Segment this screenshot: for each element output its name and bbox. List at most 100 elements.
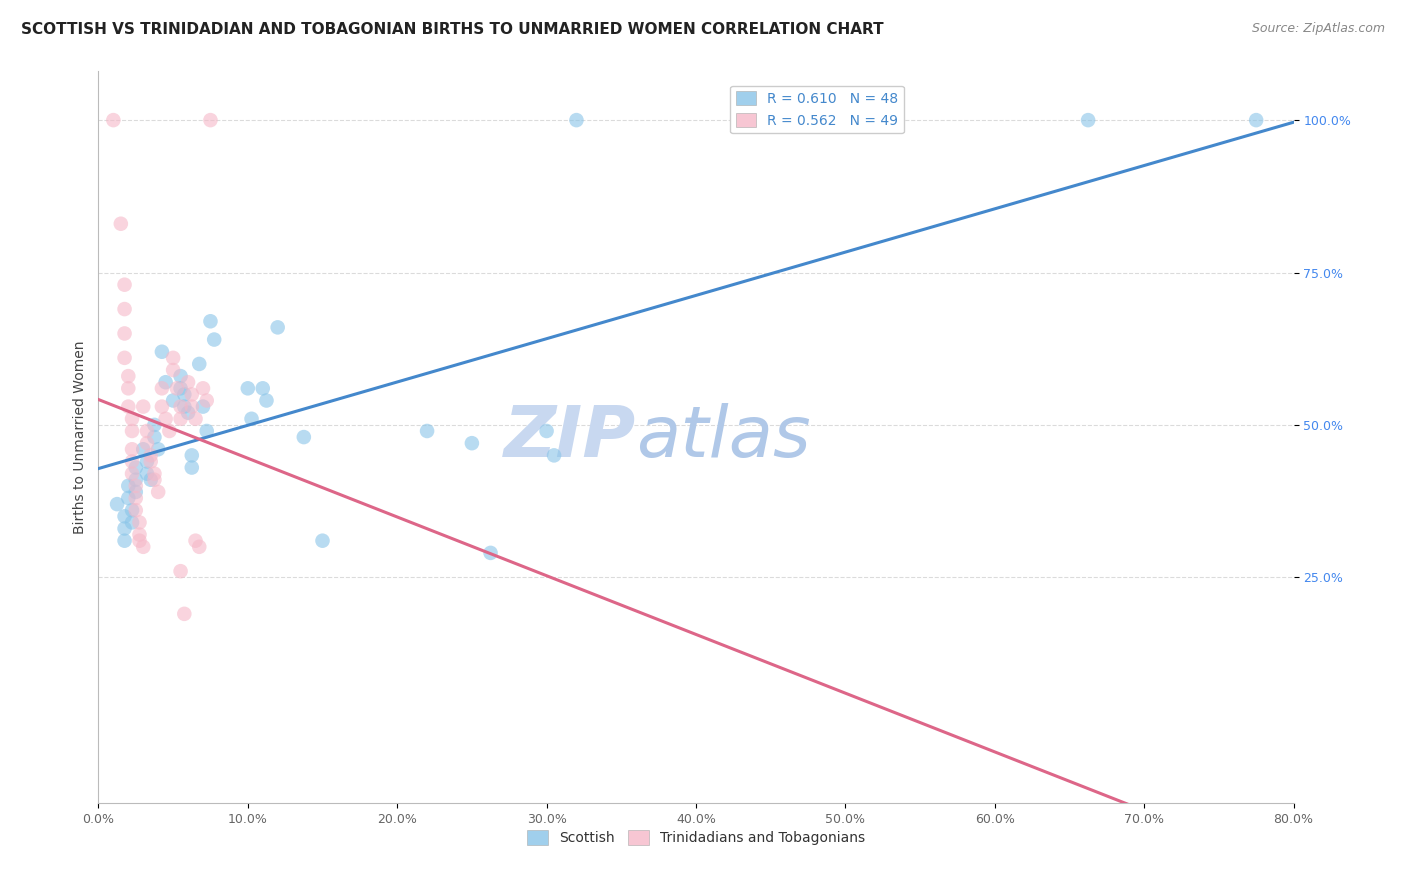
- Text: SCOTTISH VS TRINIDADIAN AND TOBAGONIAN BIRTHS TO UNMARRIED WOMEN CORRELATION CHA: SCOTTISH VS TRINIDADIAN AND TOBAGONIAN B…: [21, 22, 884, 37]
- Point: [166, 381, 188, 395]
- Point: [125, 485, 148, 500]
- Point: [240, 412, 263, 426]
- Point: [162, 393, 184, 408]
- Point: [169, 412, 191, 426]
- Point: [173, 387, 195, 401]
- Point: [125, 473, 148, 487]
- Point: [155, 412, 177, 426]
- Point: [162, 351, 184, 365]
- Point: [169, 381, 191, 395]
- Text: Source: ZipAtlas.com: Source: ZipAtlas.com: [1251, 22, 1385, 36]
- Point: [121, 442, 143, 457]
- Point: [128, 516, 150, 530]
- Point: [117, 491, 139, 505]
- Point: [143, 417, 166, 432]
- Point: [256, 393, 278, 408]
- Point: [188, 357, 211, 371]
- Point: [136, 436, 159, 450]
- Point: [117, 400, 139, 414]
- Point: [150, 381, 173, 395]
- Point: [139, 473, 162, 487]
- Point: [236, 381, 259, 395]
- Point: [114, 277, 136, 292]
- Point: [195, 424, 218, 438]
- Point: [191, 381, 214, 395]
- Point: [125, 460, 148, 475]
- Point: [128, 527, 150, 541]
- Point: [169, 369, 191, 384]
- Point: [114, 521, 136, 535]
- Point: [121, 454, 143, 468]
- Point: [148, 442, 170, 457]
- Point: [121, 503, 143, 517]
- Point: [195, 393, 218, 408]
- Point: [191, 400, 214, 414]
- Point: [311, 533, 333, 548]
- Y-axis label: Births to Unmarried Women: Births to Unmarried Women: [73, 341, 87, 533]
- Point: [180, 400, 202, 414]
- Point: [121, 424, 143, 438]
- Point: [157, 424, 180, 438]
- Point: [132, 400, 155, 414]
- Text: atlas: atlas: [637, 402, 811, 472]
- Point: [125, 479, 148, 493]
- Point: [150, 400, 173, 414]
- Point: [173, 400, 195, 414]
- Point: [121, 412, 143, 426]
- Point: [1077, 113, 1099, 128]
- Point: [461, 436, 484, 450]
- Point: [139, 454, 162, 468]
- Point: [114, 301, 136, 317]
- Point: [136, 467, 159, 481]
- Point: [114, 533, 136, 548]
- Point: [143, 430, 166, 444]
- Point: [125, 503, 148, 517]
- Point: [1244, 113, 1267, 128]
- Point: [173, 607, 195, 621]
- Point: [169, 400, 191, 414]
- Point: [117, 381, 139, 395]
- Point: [162, 363, 184, 377]
- Point: [180, 448, 202, 462]
- Point: [479, 546, 502, 560]
- Point: [136, 454, 159, 468]
- Point: [128, 533, 150, 548]
- Point: [121, 467, 143, 481]
- Point: [143, 473, 166, 487]
- Point: [184, 412, 207, 426]
- Point: [267, 320, 290, 334]
- Point: [132, 540, 155, 554]
- Point: [252, 381, 274, 395]
- Point: [200, 314, 222, 328]
- Legend: Scottish, Trinidadians and Tobagonians: Scottish, Trinidadians and Tobagonians: [522, 825, 870, 851]
- Point: [292, 430, 315, 444]
- Point: [148, 485, 170, 500]
- Point: [117, 479, 139, 493]
- Point: [155, 376, 177, 390]
- Point: [188, 540, 211, 554]
- Point: [114, 326, 136, 341]
- Point: [117, 369, 139, 384]
- Point: [184, 533, 207, 548]
- Text: ZIP: ZIP: [503, 402, 637, 472]
- Point: [202, 333, 225, 347]
- Point: [114, 351, 136, 365]
- Point: [180, 387, 202, 401]
- Point: [114, 509, 136, 524]
- Point: [125, 491, 148, 505]
- Point: [565, 113, 588, 128]
- Point: [180, 460, 202, 475]
- Point: [169, 564, 191, 578]
- Point: [536, 424, 558, 438]
- Point: [177, 376, 200, 390]
- Point: [143, 467, 166, 481]
- Point: [139, 448, 162, 462]
- Point: [543, 448, 565, 462]
- Point: [150, 344, 173, 359]
- Point: [110, 217, 132, 231]
- Point: [200, 113, 222, 128]
- Point: [136, 424, 159, 438]
- Point: [177, 406, 200, 420]
- Point: [132, 442, 155, 457]
- Point: [103, 113, 125, 128]
